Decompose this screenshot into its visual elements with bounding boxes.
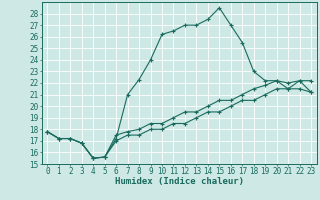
X-axis label: Humidex (Indice chaleur): Humidex (Indice chaleur) [115, 177, 244, 186]
